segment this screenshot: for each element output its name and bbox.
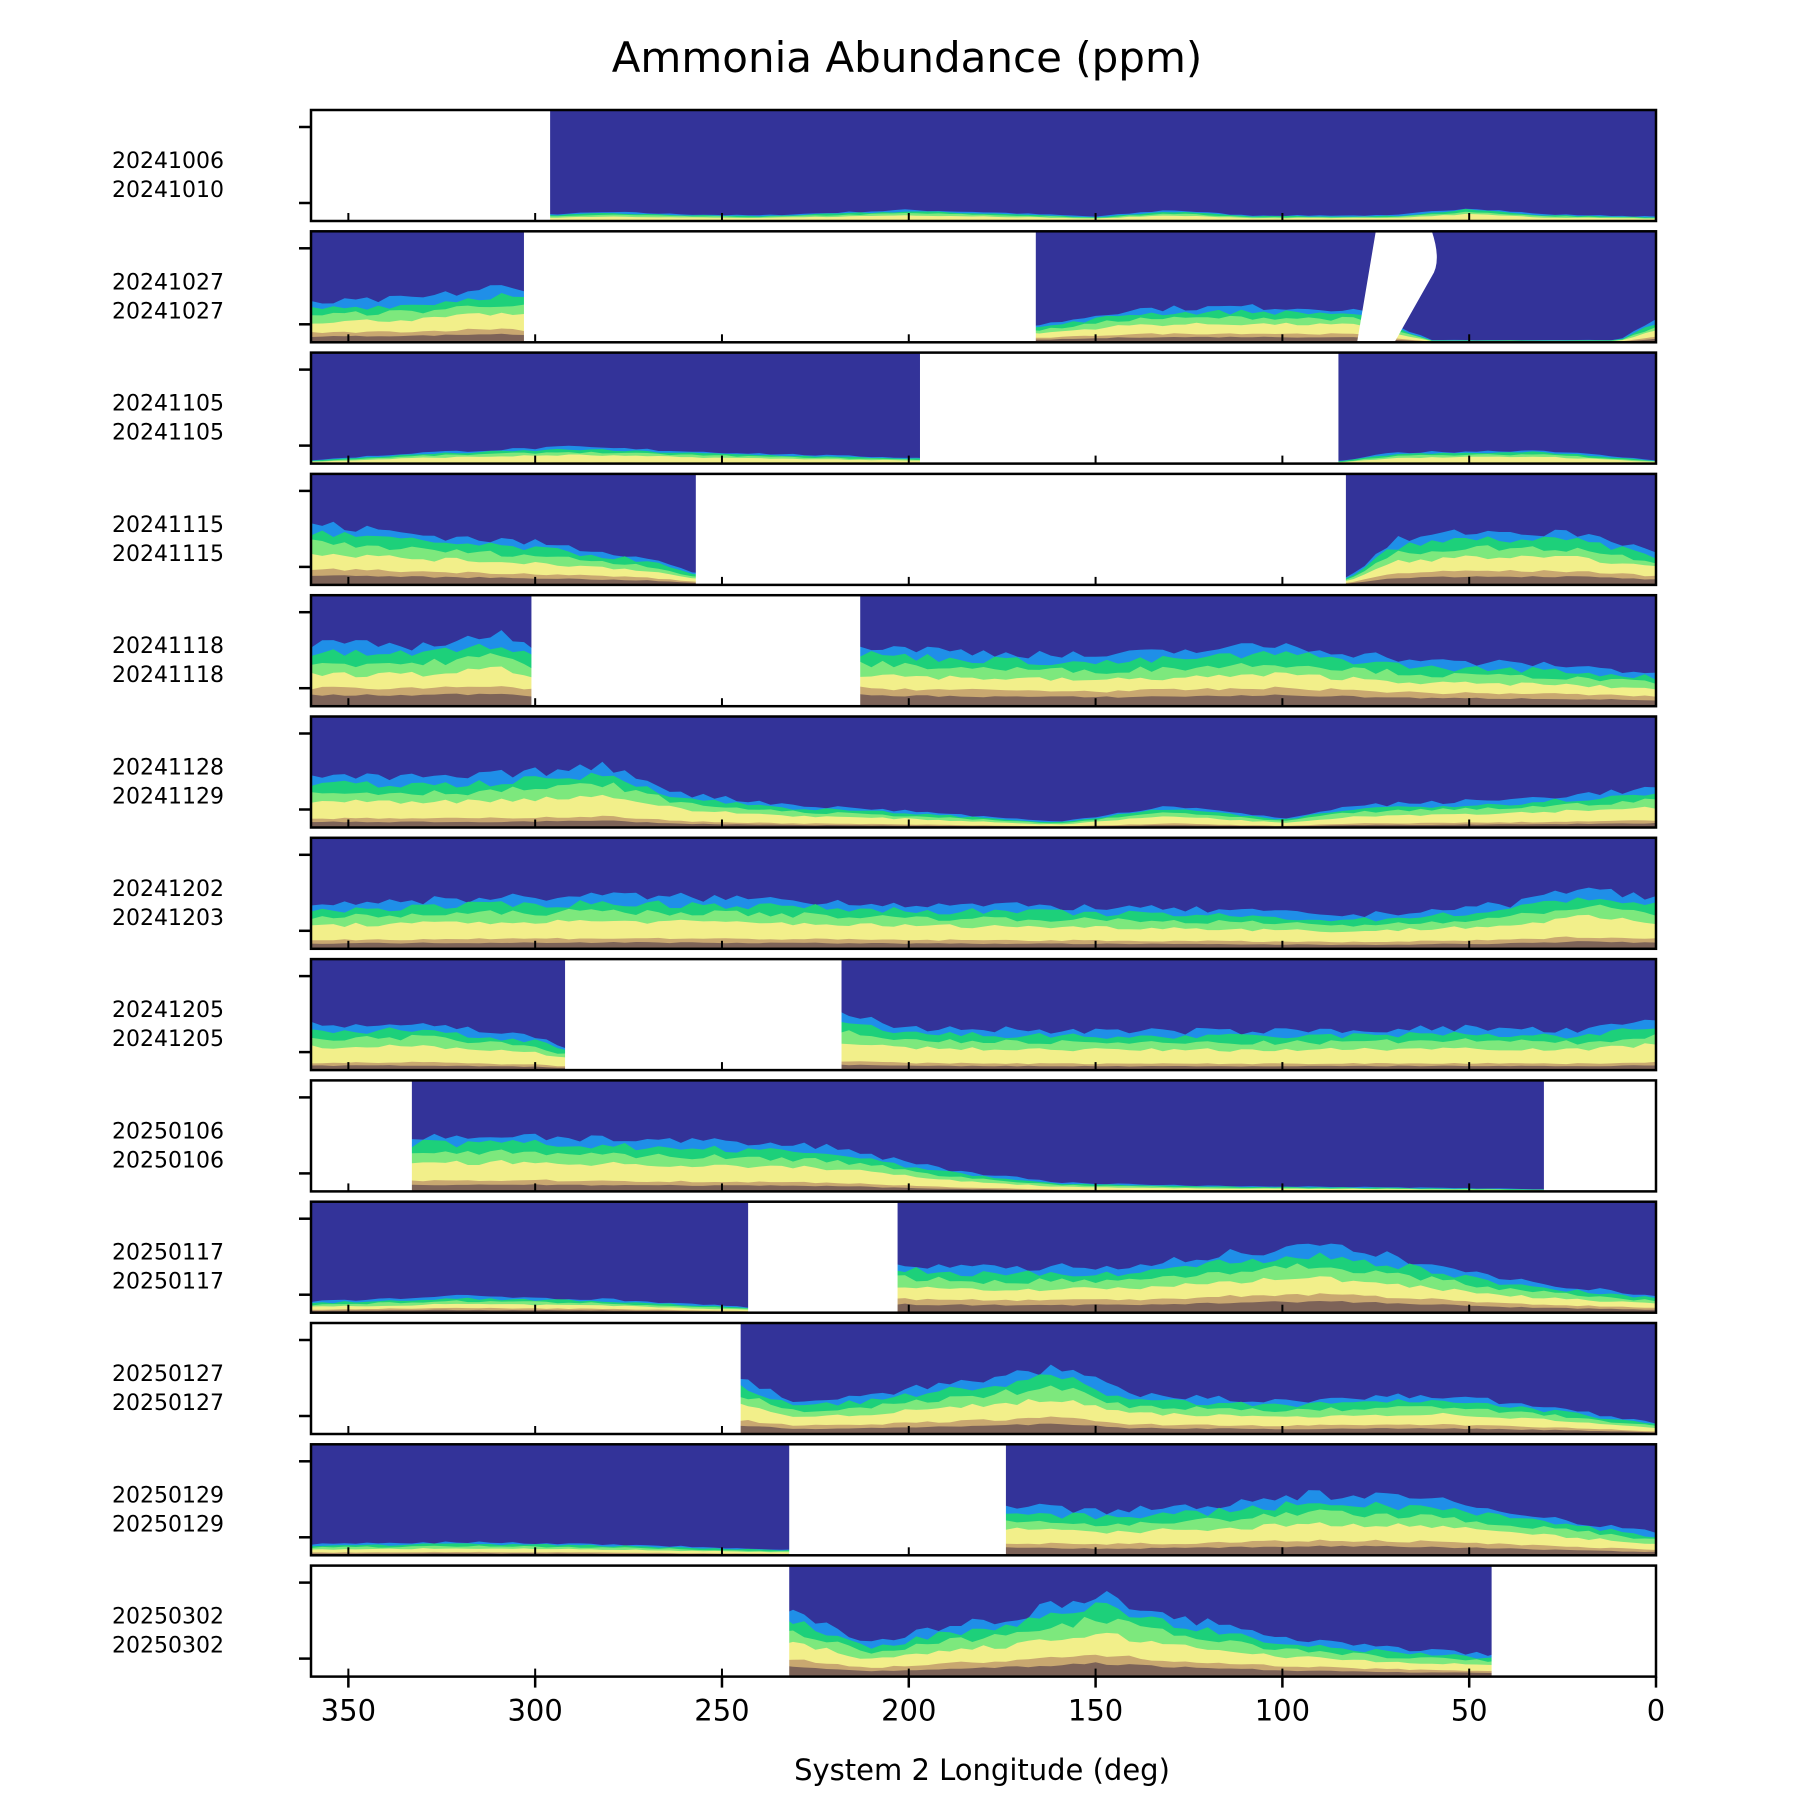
row-label-bottom: 20241129 [112,785,224,810]
panel-row: 20250117 20250117 [112,1200,1658,1314]
panel-frame [309,1564,1658,1678]
x-tick-label: 200 [881,1694,936,1728]
row-label-bottom: 20241205 [112,1027,224,1052]
x-tick-label: 0 [1647,1694,1665,1728]
panel-row: 20250302 20250302 [112,1564,1658,1678]
panel-frame [309,351,1658,465]
missing-data-region [789,1444,1006,1556]
abundance-band [311,1184,1656,1192]
missing-data-region [1357,231,1437,343]
panel-frame [309,957,1658,1072]
row-label-top: 20250127 [112,1362,224,1387]
panel-row: 20241202 20241203 [112,836,1658,951]
chart-title: Ammonia Abundance (ppm) [612,33,1203,82]
missing-data-region [1491,1565,1656,1677]
row-label-bottom: 20250117 [112,1270,224,1295]
panel-row: 20241118 20241118 [112,593,1658,708]
missing-data-region [311,110,551,221]
x-axis-label: System 2 Longitude (deg) [794,1753,1170,1787]
panel-row: 20241105 20241105 [112,351,1658,465]
panel-frame [309,472,1658,587]
x-tick-label: 250 [694,1694,749,1728]
x-tick-label: 300 [507,1694,562,1728]
abundance-band [311,454,1656,464]
panel-frame [309,1321,1658,1436]
heatmap-rows: 20241006 20241010 20241027 20241027 20241105… [112,108,1658,1678]
row-label-bottom: 20250302 [112,1634,224,1659]
row-label-bottom: 20241115 [112,542,224,567]
abundance-band [311,575,1656,585]
row-label-top: 20250117 [112,1241,224,1266]
row-label-top: 20241027 [112,270,224,295]
row-label-bottom: 20241203 [112,906,224,931]
row-label-top: 20241128 [112,756,224,781]
row-label-bottom: 20241010 [112,178,224,203]
abundance-band [311,941,1656,949]
panel-row: 20241205 20241205 [112,957,1658,1072]
missing-data-region [311,1323,741,1434]
row-label-top: 20241006 [112,149,224,174]
missing-data-region [565,959,842,1071]
panel-frame [309,1079,1658,1193]
panel-frame [309,1443,1658,1557]
missing-data-region [695,473,1346,585]
x-axis: 350 300 250 200 150 100 50 0 [321,1676,1665,1728]
x-tick-label: 100 [1255,1694,1310,1728]
row-label-top: 20241205 [112,998,224,1023]
abundance-band [311,820,1656,828]
row-label-top: 20250302 [112,1605,224,1630]
missing-data-region [523,231,1036,343]
missing-data-region [311,1080,412,1192]
row-label-top: 20250106 [112,1119,224,1144]
row-label-top: 20241115 [112,513,224,538]
panel-row: 20241006 20241010 [112,108,1658,223]
missing-data-region [919,352,1339,464]
row-label-bottom: 20250127 [112,1391,224,1416]
row-label-bottom: 20241027 [112,299,224,324]
panel-row: 20250129 20250129 [112,1443,1658,1557]
panel-row: 20241027 20241027 [112,230,1658,344]
panel-frame [309,108,1658,223]
panel-row: 20241128 20241129 [112,715,1658,829]
abundance-band [311,1301,1656,1313]
x-tick-label: 50 [1451,1694,1488,1728]
missing-data-region [748,1201,898,1313]
row-label-bottom: 20241105 [112,421,224,446]
row-label-top: 20241202 [112,877,224,902]
panel-frame [309,593,1658,708]
row-label-bottom: 20250106 [112,1148,224,1173]
missing-data-region [1543,1080,1656,1192]
panel-row: 20241115 20241115 [112,472,1658,587]
abundance-band [311,553,1656,585]
x-tick-label: 350 [321,1694,376,1728]
row-label-top: 20250129 [112,1483,224,1508]
panel-frame [309,230,1658,344]
missing-data-region [311,1565,790,1677]
panel-frame [309,836,1658,951]
missing-data-region [531,595,861,707]
panel-frame [309,715,1658,829]
row-label-bottom: 20241118 [112,663,224,688]
panel-frame [309,1200,1658,1314]
row-label-top: 20241105 [112,392,224,417]
row-label-bottom: 20250129 [112,1512,224,1537]
abundance-band [311,213,1656,221]
row-label-top: 20241118 [112,634,224,659]
panel-row: 20250106 20250106 [112,1079,1658,1193]
panel-row: 20250127 20250127 [112,1321,1658,1436]
x-tick-label: 150 [1068,1694,1123,1728]
